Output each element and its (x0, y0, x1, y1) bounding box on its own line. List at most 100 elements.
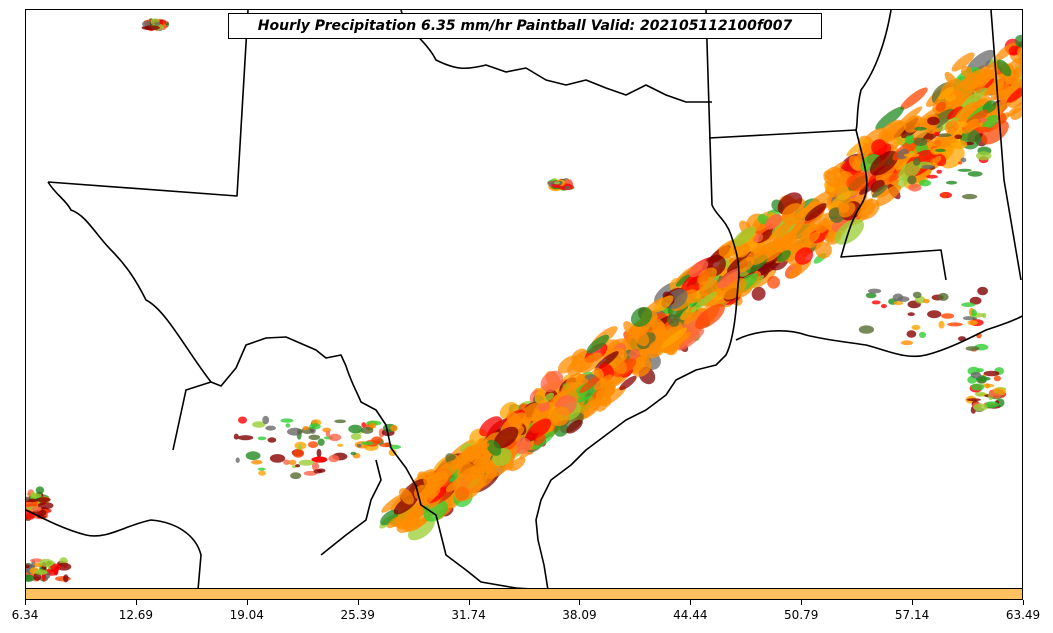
precip-blob (745, 244, 767, 262)
precip-blob (957, 168, 972, 172)
precip-blob (938, 292, 949, 301)
precip-blob (976, 151, 992, 161)
precip-blob (313, 469, 323, 474)
precip-blob (871, 184, 889, 198)
precip-blob (479, 416, 503, 437)
precip-blob (31, 506, 42, 512)
precip-blob (549, 406, 570, 427)
precip-blob (838, 202, 856, 218)
precip-blob (1014, 34, 1022, 48)
precip-blob (988, 389, 995, 397)
precip-blob (361, 441, 374, 446)
precip-blob (911, 324, 921, 331)
precip-blob (509, 457, 526, 472)
mexico-border (26, 509, 202, 588)
precip-blob (907, 312, 915, 317)
colorbar-tick-label: 25.39 (340, 608, 375, 622)
precip-blob (776, 250, 791, 263)
mexico-inner-border (172, 381, 212, 451)
precip-blob (928, 155, 942, 167)
precip-blob (767, 275, 780, 289)
precip-blob (926, 174, 938, 179)
colorbar-tick-label: 12.69 (118, 608, 154, 622)
precip-blob (985, 383, 990, 389)
precip-blob (678, 329, 705, 351)
precip-blob (469, 461, 489, 479)
precip-blob (317, 438, 325, 446)
precip-blob (938, 320, 945, 329)
precip-blob (387, 516, 402, 529)
precip-blob (913, 137, 928, 147)
precip-blob (566, 419, 583, 434)
precip-blob (893, 301, 904, 306)
precip-blob (961, 302, 976, 308)
precip-blob (918, 179, 932, 187)
precip-blob (912, 291, 922, 299)
precip-blob (544, 392, 554, 402)
precip-blob (526, 418, 552, 441)
precip-blob (350, 433, 362, 440)
precip-blob (962, 193, 978, 200)
precip-blob (267, 437, 277, 443)
precip-blob (233, 433, 239, 440)
precip-blob (937, 86, 955, 101)
precip-blob (309, 423, 321, 430)
precip-blob (269, 454, 286, 463)
precip-blob (280, 418, 294, 423)
map-title: Hourly Precipitation 6.35 mm/hr Paintbal… (228, 13, 822, 39)
precip-blob (697, 267, 717, 285)
precip-blob (388, 449, 397, 456)
precip-blob (757, 213, 769, 225)
precip-blob (781, 203, 805, 225)
precip-blob (1017, 47, 1022, 65)
precip-blob (934, 131, 940, 137)
precip-blob (962, 316, 975, 321)
colorbar-tick (357, 600, 359, 605)
precip-blob (565, 186, 570, 190)
precip-blob (628, 348, 640, 360)
precip-blob (297, 429, 302, 434)
precip-blob (660, 327, 688, 349)
precip-blob (297, 444, 303, 451)
precip-blob (348, 424, 363, 434)
precip-blob (308, 434, 321, 440)
precip-blob (251, 459, 263, 465)
precip-blob (36, 497, 51, 503)
precip-blob (653, 295, 674, 313)
precip-blob (960, 157, 967, 163)
precip-blob (936, 133, 952, 137)
colorbar (25, 588, 1023, 600)
colorbar-tick-label: 50.79 (784, 608, 819, 622)
precip-blob (934, 148, 946, 153)
precip-blob (292, 449, 304, 458)
precip-blob (914, 126, 927, 131)
louisiana-coast (735, 315, 1022, 358)
precip-blob (858, 325, 875, 334)
precip-blob (908, 183, 922, 192)
precip-blob (237, 435, 254, 441)
precip-blob (993, 375, 1002, 382)
precip-blob (586, 334, 610, 354)
precip-blob (34, 569, 48, 575)
precip-blob (868, 288, 882, 294)
precip-blob (848, 172, 869, 192)
precip-blob (804, 203, 827, 221)
precip-blob (941, 192, 948, 199)
precip-blob (927, 116, 940, 126)
precip-blob (912, 157, 921, 166)
map-panel (25, 9, 1023, 589)
precip-blob (951, 52, 975, 72)
precip-blob (1006, 82, 1022, 103)
precip-blob (857, 199, 880, 220)
precip-blob (957, 121, 968, 128)
colorbar-tick (135, 600, 137, 605)
precipitation-paintball-layer (26, 18, 1022, 583)
colorbar-tick (690, 600, 692, 605)
precip-blob (947, 322, 963, 327)
precip-blob (350, 451, 357, 456)
colorbar-tick (912, 600, 914, 605)
precip-blob (540, 370, 564, 393)
precip-blob (454, 475, 484, 502)
colorbar-tick-label: 63.49 (1005, 608, 1041, 622)
precip-blob (334, 419, 347, 424)
